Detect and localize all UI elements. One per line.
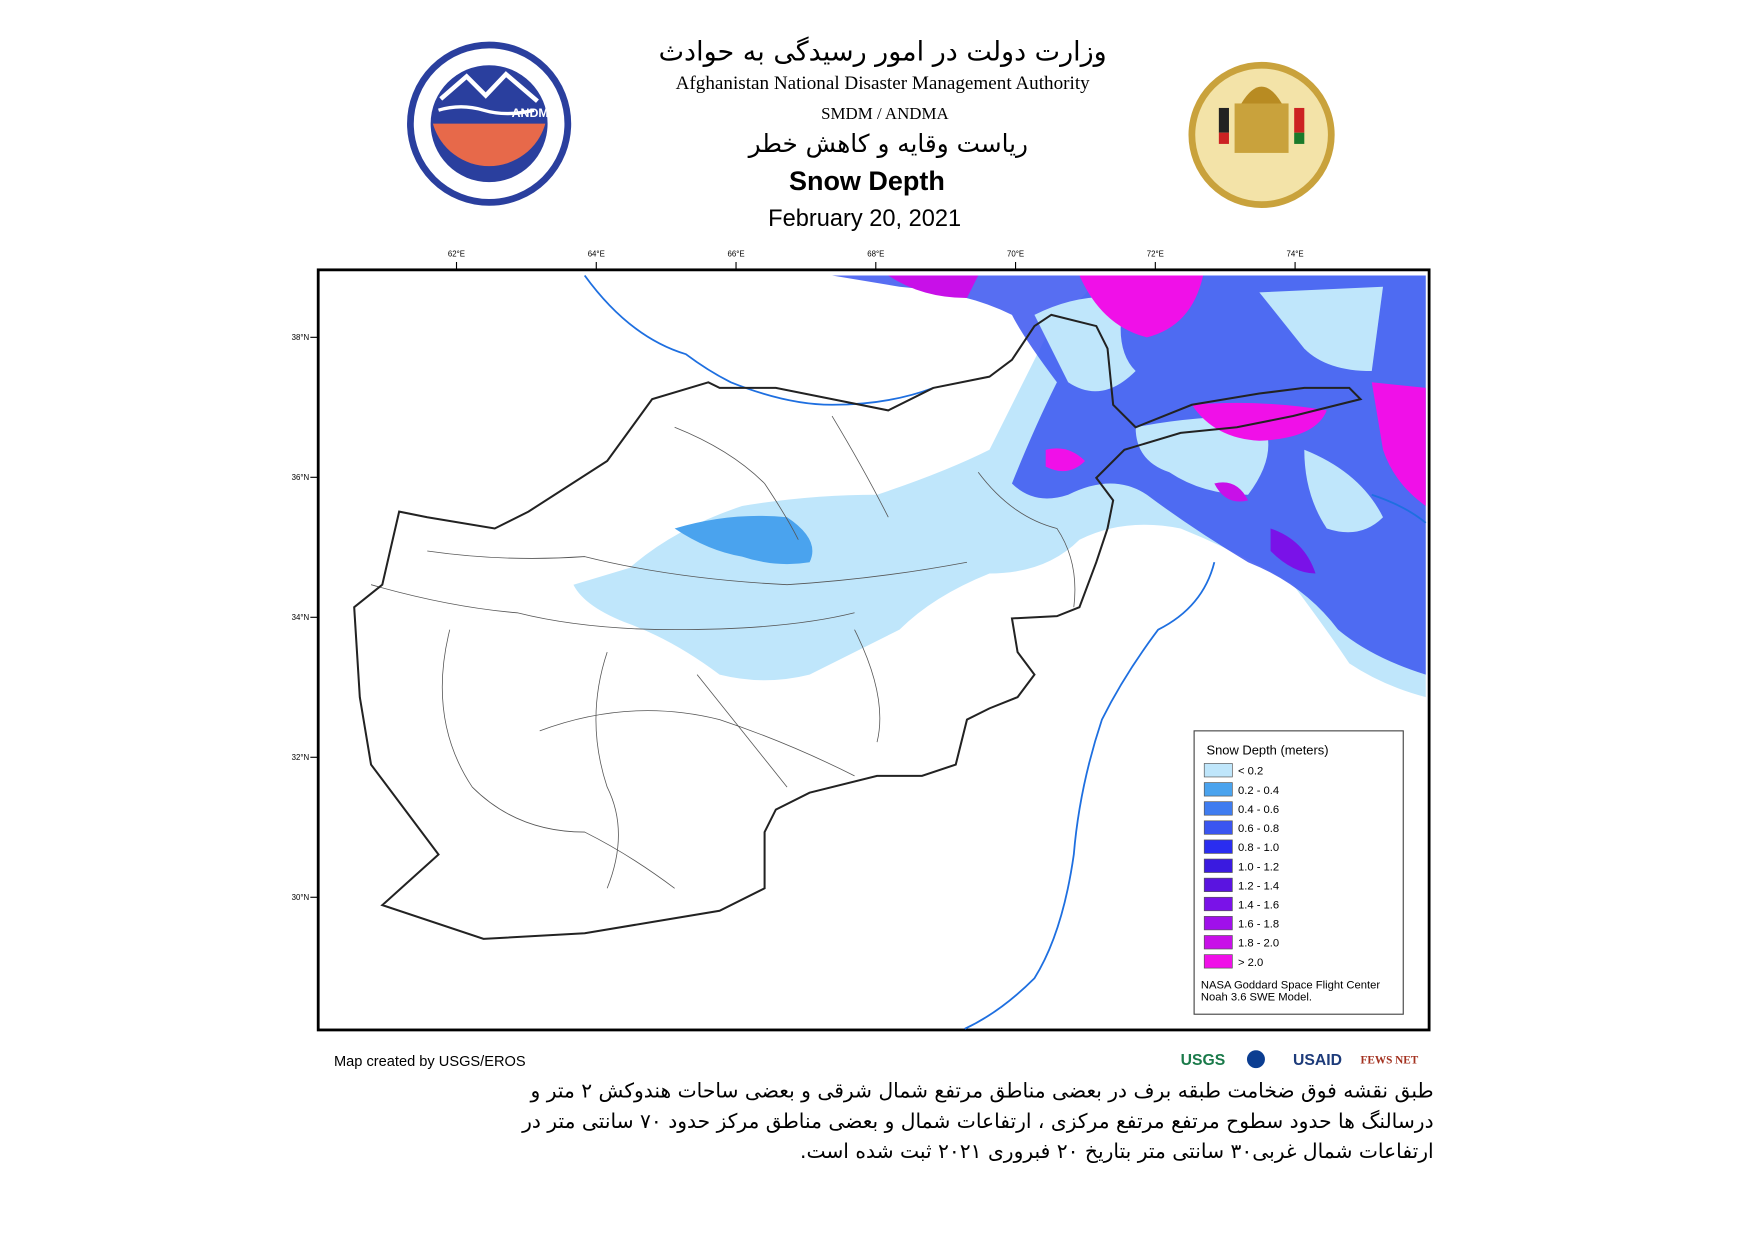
legend-label: 0.6 - 0.8	[1238, 823, 1279, 835]
snow-cover	[573, 275, 1426, 698]
legend-swatch	[1203, 801, 1233, 816]
unit: SMDM / ANDMA	[821, 105, 949, 124]
legend-label: 0.4 - 0.6	[1238, 804, 1279, 816]
description: طبق نقشه فوق ضخامت طبقه برف در بعضی مناط…	[522, 1076, 1434, 1167]
legend-label: > 2.0	[1238, 957, 1263, 969]
map-title: Snow Depth	[788, 166, 945, 197]
legend-label: < 0.2	[1238, 766, 1263, 778]
legend-swatch	[1203, 896, 1233, 912]
lon-label: 74°E	[1287, 249, 1304, 258]
lat-label: 34°N	[292, 613, 310, 622]
legend-swatch	[1203, 782, 1233, 797]
legend-label: 1.8 - 2.0	[1238, 938, 1279, 950]
description-line: درسالنگ ها حدود سطوح مرتفع مرتفع مرکزی ،…	[522, 1109, 1434, 1134]
graticule: 62°E 64°E 66°E 68°E 70°E 72°E 74°E 38°N 36°N 34°N…	[292, 249, 1304, 902]
nasa-logo	[1246, 1050, 1265, 1069]
lon-label: 72°E	[1147, 249, 1164, 258]
legend-swatch	[1203, 954, 1233, 969]
legend-swatch	[1203, 916, 1233, 931]
legend-credit: Noah 3.6 SWE Model.	[1201, 992, 1312, 1004]
legend-label: 1.0 - 1.2	[1238, 861, 1279, 873]
subtitle-fa: ریاست وقایه و کاهش خطر	[748, 130, 1028, 159]
description-line: ارتفاعات شمال غربی۳۰ سانتی متر بتاریخ ۲۰…	[800, 1140, 1434, 1164]
agency-logo: FEWS NET	[1361, 1055, 1419, 1067]
logo-text: ANDMA	[512, 106, 558, 120]
legend-swatch	[1203, 763, 1233, 778]
andma-logo: ANDMA	[407, 41, 572, 206]
agency-logo: USAID	[1293, 1052, 1342, 1069]
legend-label: 1.4 - 1.6	[1238, 900, 1279, 912]
legend-label: 0.2 - 0.4	[1238, 785, 1279, 797]
legend-swatch	[1203, 839, 1233, 854]
header-title-fa: وزارت دولت در امور رسیدگی به حوادث	[658, 35, 1107, 68]
lat-label: 38°N	[292, 333, 310, 342]
footer-credit: Map created by USGS/EROS	[333, 1052, 526, 1070]
province-lines	[370, 415, 1076, 889]
lon-label: 62°E	[448, 249, 465, 258]
legend-label: 1.6 - 1.8	[1238, 919, 1279, 931]
legend-label: 0.8 - 1.0	[1238, 842, 1279, 854]
authority: Afghanistan National Disaster Management…	[675, 71, 1090, 94]
lat-label: 36°N	[292, 473, 310, 482]
legend-label: 1.2 - 1.4	[1238, 880, 1279, 892]
lat-label: 30°N	[292, 893, 310, 902]
lat-label: 32°N	[292, 753, 310, 762]
map-date: February 20, 2021	[768, 205, 962, 232]
legend-swatch	[1203, 877, 1233, 892]
legend-items: < 0.2 0.2 - 0.4 0.4 - 0.6 0.6 - 0.8 0.8 - 1.…	[1203, 763, 1279, 969]
legend-swatch	[1203, 820, 1233, 835]
agency-logo: USGS	[1181, 1052, 1226, 1069]
emblem	[1188, 61, 1335, 209]
legend-swatch	[1203, 858, 1233, 873]
lon-label: 70°E	[1007, 249, 1024, 258]
lon-label: 64°E	[588, 249, 605, 258]
description-line: طبق نقشه فوق ضخامت طبقه برف در بعضی مناط…	[530, 1079, 1434, 1104]
rivers	[583, 274, 1427, 1030]
legend-credit: NASA Goddard Space Flight Center	[1201, 979, 1380, 991]
country-outline	[353, 313, 1363, 940]
legend-swatch	[1203, 935, 1233, 950]
legend-title: Snow Depth (meters)	[1206, 742, 1328, 757]
lon-label: 66°E	[727, 249, 744, 258]
lon-label: 68°E	[867, 249, 884, 258]
